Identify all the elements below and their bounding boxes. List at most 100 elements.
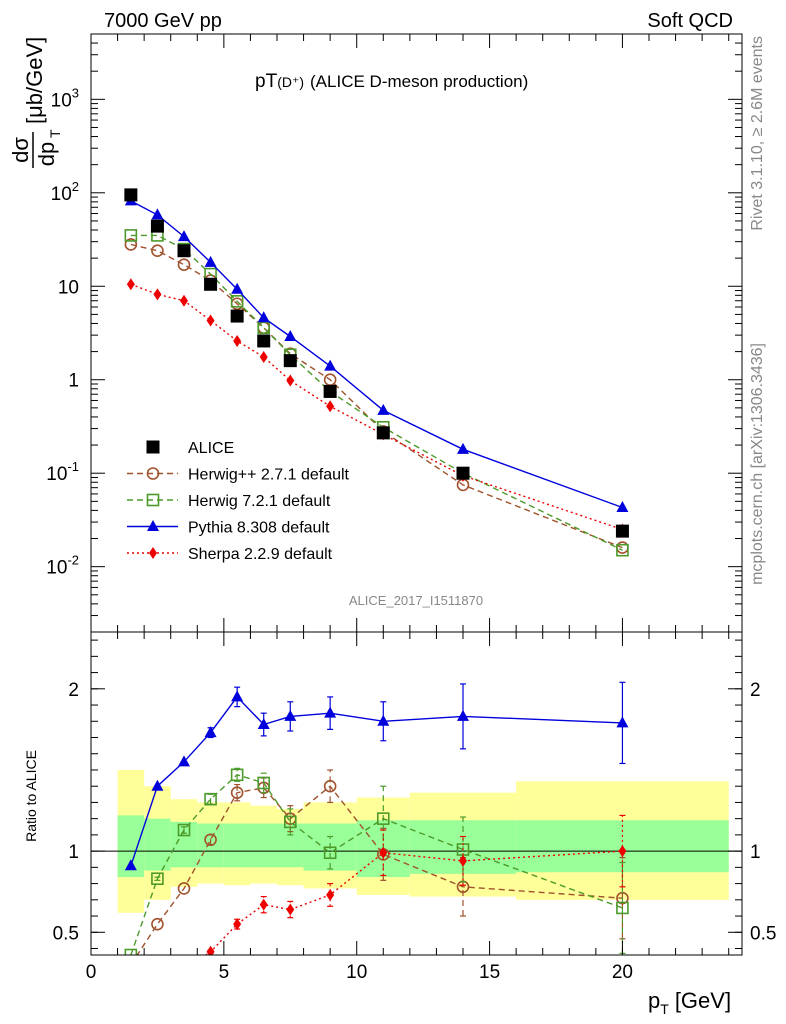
legend: ALICE Herwig++ 2.7.1 default Herwig 7.2.1 …: [127, 440, 350, 563]
main-y-axis-label: dσ dp T [μb/GeV]: [8, 37, 63, 168]
legend-entry-2: Herwig 7.2.1 default: [127, 493, 331, 510]
data-point: [153, 977, 161, 989]
ylabel-numerator: dσ: [8, 137, 33, 163]
data-point: [180, 964, 188, 976]
ratio-y-tick-label-right: 2: [750, 680, 761, 701]
data-point: [204, 726, 217, 738]
x-tick-label: 20: [612, 962, 633, 983]
title-sup: (D⁺): [277, 74, 304, 90]
legend-label: Herwig 7.2.1 default: [188, 493, 331, 510]
ratio-y-tick-label-right: 0.5: [750, 923, 776, 944]
data-point: [377, 403, 390, 415]
data-point: [151, 208, 164, 220]
legend-marker: [147, 520, 159, 531]
data-point: [324, 706, 337, 718]
data-point: [125, 959, 136, 970]
plot-frame: [90, 631, 743, 956]
data-point: [326, 888, 335, 901]
ratio-y-tick-label-right: 1: [750, 842, 761, 863]
data-point: [379, 846, 388, 859]
data-point: [323, 779, 337, 793]
data-point: [616, 541, 629, 554]
legend-label: Herwig++ 2.7.1 default: [188, 467, 350, 484]
inner-band: [250, 823, 277, 868]
title-main: pT: [255, 71, 278, 92]
legend-marker: [149, 547, 157, 559]
data-point: [459, 854, 467, 867]
legend-entry-0: ALICE: [146, 440, 234, 457]
data-point: [326, 400, 335, 413]
plot-frame: [90, 33, 743, 633]
xlabel-sub: T: [660, 1001, 669, 1017]
data-point: [231, 282, 244, 294]
y-tick-label-base: 10: [51, 90, 72, 111]
data-point: [178, 230, 190, 242]
legend-entry-3: Pythia 8.308 default: [127, 520, 330, 537]
data-point: [153, 288, 162, 301]
data-point: [283, 354, 297, 368]
ratio-y-tick-label-left: 1: [68, 842, 79, 863]
data-point: [151, 872, 164, 886]
data-point: [286, 374, 295, 387]
header-left: 7000 GeV pp: [104, 10, 222, 32]
header-right: Soft QCD: [647, 10, 733, 32]
main-series-0: [124, 188, 629, 538]
data-point: [230, 309, 244, 323]
y-tick-label-base: 1: [68, 371, 79, 392]
legend-entry-4: Sherpa 2.2.9 default: [127, 546, 333, 563]
y-tick-label: 103: [51, 85, 79, 111]
data-point: [204, 277, 218, 291]
data-point: [618, 845, 627, 858]
y-tick-label-base: 10: [46, 558, 67, 579]
ylabel-subscript: T: [47, 129, 63, 138]
data-point: [204, 255, 217, 267]
data-point: [284, 330, 297, 342]
y-tick-label-base: 10: [46, 464, 67, 485]
data-point: [180, 294, 188, 307]
ratio-series-2: [124, 681, 629, 871]
legend-marker: [146, 493, 160, 507]
data-point: [457, 709, 469, 721]
ylabel-unit: [μb/GeV]: [22, 37, 47, 124]
data-point: [124, 948, 138, 955]
data-point: [204, 833, 217, 847]
y-tick-label-exponent: 3: [72, 85, 79, 100]
data-point: [124, 188, 138, 202]
legend-label: ALICE: [188, 440, 234, 457]
data-point: [233, 918, 242, 931]
data-point: [257, 718, 270, 730]
data-point: [616, 716, 629, 728]
legend-label: Sherpa 2.2.9 default: [188, 546, 333, 563]
series-line: [130, 234, 623, 551]
series-line: [130, 774, 623, 955]
xlabel-unit: [GeV]: [675, 988, 731, 1013]
data-point: [616, 543, 629, 557]
ratio-plot: 0.5 0.51 12 20 5 10 15 20: [53, 631, 776, 1002]
data-point: [259, 898, 268, 911]
data-point: [257, 311, 270, 323]
x-tick-label: 5: [219, 962, 230, 983]
y-tick-label: 10-2: [46, 553, 79, 579]
y-tick-label-base: 10: [51, 184, 72, 205]
data-point: [324, 359, 337, 371]
data-point: [230, 786, 244, 799]
data-point: [616, 500, 629, 512]
data-point: [257, 334, 271, 348]
data-point: [616, 901, 629, 915]
data-point: [323, 384, 337, 398]
uncertainty-bands: [117, 769, 729, 913]
data-point: [124, 229, 138, 242]
data-point: [286, 903, 295, 916]
data-point: [151, 779, 164, 791]
data-point: [124, 238, 138, 251]
series-line: [204, 850, 623, 955]
data-point: [376, 426, 390, 440]
data-point: [456, 466, 470, 480]
y-tick-label-exponent: -1: [67, 459, 79, 474]
legend-label: Pythia 8.308 default: [188, 520, 330, 537]
data-point: [206, 314, 215, 327]
data-point: [127, 990, 135, 1002]
data-point: [177, 244, 191, 258]
